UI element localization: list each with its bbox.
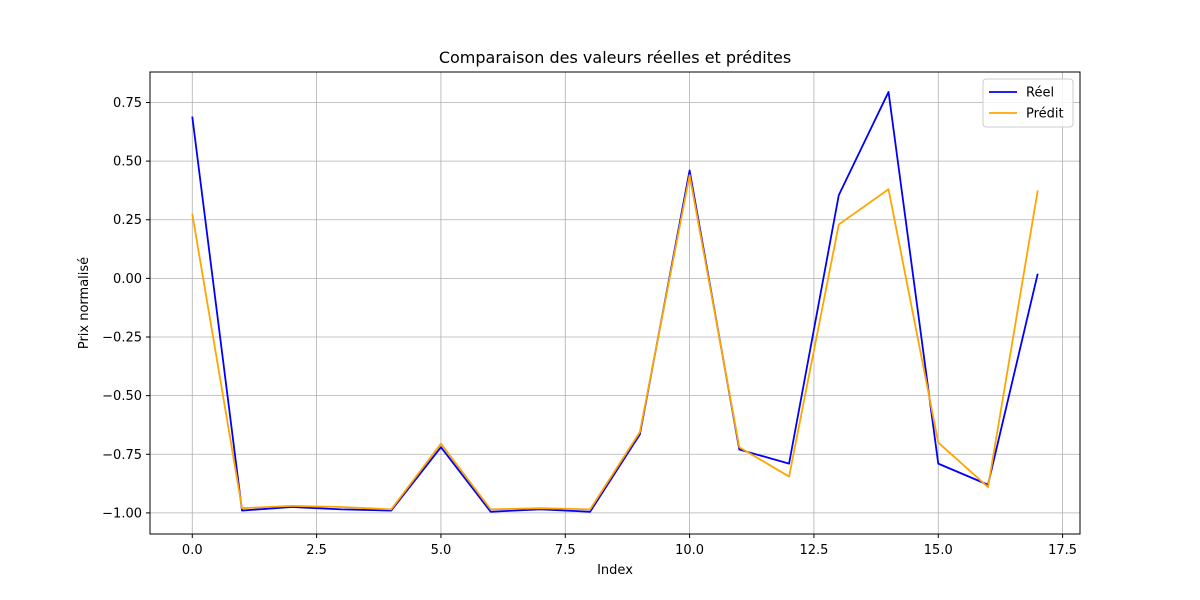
- legend-label: Réel: [1026, 86, 1054, 101]
- legend-label: Prédit: [1026, 107, 1064, 122]
- y-tick-label: 0.25: [113, 213, 142, 228]
- x-tick-label: 5.0: [431, 543, 452, 558]
- x-axis-title: Index: [597, 563, 633, 578]
- x-tick-label: 17.5: [1048, 543, 1077, 558]
- x-tick-label: 0.0: [182, 543, 203, 558]
- chart-title: Comparaison des valeurs réelles et prédi…: [439, 48, 791, 67]
- x-tick-label: 7.5: [555, 543, 576, 558]
- y-tick-label: −0.25: [102, 331, 142, 346]
- legend: Réel Prédit: [982, 78, 1074, 128]
- x-tick-label: 15.0: [924, 543, 953, 558]
- series-line-reel: [191, 91, 1039, 513]
- y-tick-label: 0.75: [113, 96, 142, 111]
- x-tick-label: 12.5: [799, 543, 828, 558]
- y-tick-label: −0.75: [102, 448, 142, 463]
- x-tick-label: 2.5: [306, 543, 327, 558]
- y-tick-label: 0.00: [113, 272, 142, 287]
- y-axis-title: Prix normalisé: [77, 257, 92, 349]
- plot-frame: [149, 71, 1081, 535]
- axis-ticks: 0.0 2.5 5.0 7.5 10.0 12.5 15.0 17.5 −1.00 −0.75 −0…: [102, 96, 1077, 558]
- y-tick-label: −0.50: [102, 389, 142, 404]
- y-tick-label: 0.50: [113, 155, 142, 170]
- series-lines: [191, 91, 1039, 513]
- grid-lines: [150, 72, 1080, 534]
- series-line-predit: [191, 174, 1039, 511]
- x-tick-label: 10.0: [675, 543, 704, 558]
- legend-box: [982, 78, 1074, 128]
- y-tick-label: −1.00: [102, 506, 142, 521]
